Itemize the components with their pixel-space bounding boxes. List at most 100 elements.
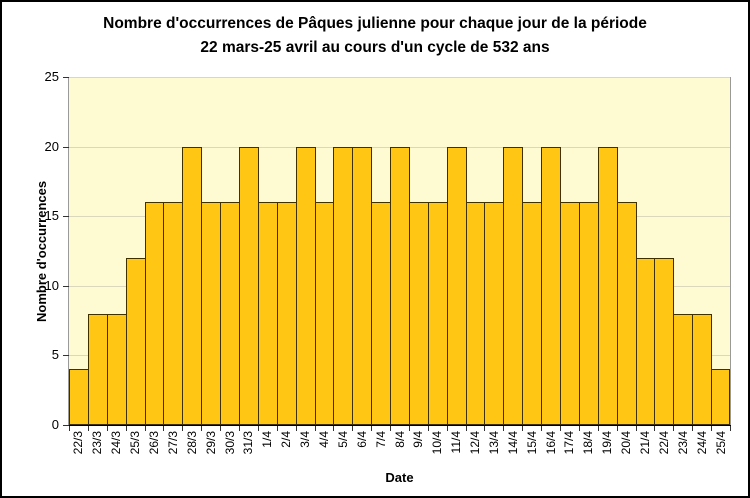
x-tick-label: 27/3 — [166, 431, 180, 455]
x-tick-label: 22/4 — [657, 431, 671, 455]
bar — [333, 147, 353, 425]
bar — [163, 202, 183, 425]
x-tick-label: 8/4 — [393, 431, 407, 448]
x-tick-label: 2/4 — [279, 431, 293, 448]
bar — [428, 202, 448, 425]
x-tick — [617, 426, 618, 431]
x-tick-label: 9/4 — [411, 431, 425, 448]
x-tick — [69, 426, 70, 431]
bar — [182, 147, 202, 425]
y-tick-label: 0 — [51, 417, 59, 432]
x-tick-label: 20/4 — [619, 431, 633, 455]
plot-right-edge — [730, 77, 731, 425]
x-tick — [371, 426, 372, 431]
bar — [352, 147, 372, 425]
bar — [711, 369, 730, 425]
bar — [560, 202, 580, 425]
x-tick-label: 28/3 — [185, 431, 199, 455]
bar — [239, 147, 259, 425]
x-tick-label: 7/4 — [374, 431, 388, 448]
bar — [617, 202, 637, 425]
x-tick-label: 22/3 — [71, 431, 85, 455]
y-axis-title: Nombre d'occurrences — [34, 180, 49, 322]
y-tick — [63, 355, 69, 356]
x-tick — [484, 426, 485, 431]
x-tick — [88, 426, 89, 431]
x-tick — [390, 426, 391, 431]
x-tick-label: 11/4 — [449, 431, 463, 454]
x-tick — [182, 426, 183, 431]
x-tick-label: 26/3 — [147, 431, 161, 455]
y-tick — [63, 77, 69, 78]
y-tick-label: 15 — [44, 208, 59, 223]
bar — [522, 202, 542, 425]
plot-left-edge — [68, 77, 69, 425]
bar — [126, 258, 146, 425]
x-tick-label: 24/3 — [109, 431, 123, 455]
x-tick — [409, 426, 410, 431]
bar — [692, 314, 712, 425]
x-tick-label: 23/3 — [90, 431, 104, 455]
x-tick — [692, 426, 693, 431]
x-tick — [730, 426, 731, 431]
x-tick-label: 13/4 — [487, 431, 501, 455]
x-tick-label: 4/4 — [317, 431, 331, 448]
x-tick — [560, 426, 561, 431]
x-tick — [220, 426, 221, 431]
x-tick — [352, 426, 353, 431]
bar — [466, 202, 485, 425]
x-tick-label: 3/4 — [298, 431, 312, 448]
x-tick-label: 1/4 — [260, 431, 274, 448]
gridline — [69, 77, 730, 78]
x-tick — [673, 426, 674, 431]
x-tick — [333, 426, 334, 431]
y-tick-label: 10 — [44, 278, 59, 293]
x-axis-line — [68, 425, 731, 426]
x-tick — [447, 426, 448, 431]
x-tick-label: 25/4 — [714, 431, 728, 455]
x-tick-label: 21/4 — [638, 431, 652, 455]
x-tick — [107, 426, 108, 431]
x-tick-label: 17/4 — [562, 431, 576, 455]
bar — [654, 258, 674, 425]
x-tick-label: 29/3 — [204, 431, 218, 455]
y-tick — [63, 147, 69, 148]
bar — [371, 202, 391, 425]
x-tick-label: 5/4 — [336, 431, 350, 448]
x-tick-label: 24/4 — [695, 431, 709, 455]
bar — [503, 147, 523, 425]
x-tick-label: 18/4 — [581, 431, 595, 455]
x-tick-label: 30/3 — [223, 431, 237, 455]
y-tick-label: 5 — [51, 347, 59, 362]
x-tick — [296, 426, 297, 431]
x-tick-label: 10/4 — [430, 431, 444, 455]
plot-area — [69, 77, 730, 425]
bar — [69, 369, 89, 425]
x-tick-label: 6/4 — [355, 431, 369, 448]
y-tick — [63, 216, 69, 217]
bar — [484, 202, 504, 425]
x-tick — [654, 426, 655, 431]
x-tick — [277, 426, 278, 431]
bar — [636, 258, 655, 425]
x-tick-label: 25/3 — [128, 431, 142, 455]
bar — [390, 147, 410, 425]
bar — [201, 202, 221, 425]
bar — [220, 202, 240, 425]
x-tick — [201, 426, 202, 431]
x-tick — [541, 426, 542, 431]
x-tick-label: 14/4 — [506, 431, 520, 455]
bar — [673, 314, 693, 425]
x-tick — [315, 426, 316, 431]
x-tick — [239, 426, 240, 431]
x-tick — [598, 426, 599, 431]
x-tick-label: 12/4 — [468, 431, 482, 455]
x-tick-label: 15/4 — [525, 431, 539, 455]
bar — [315, 202, 334, 425]
x-tick — [636, 426, 637, 431]
x-tick — [258, 426, 259, 431]
x-tick — [126, 426, 127, 431]
bar — [107, 314, 127, 425]
chart-subtitle: 22 mars-25 avril au cours d'un cycle de … — [200, 39, 550, 56]
